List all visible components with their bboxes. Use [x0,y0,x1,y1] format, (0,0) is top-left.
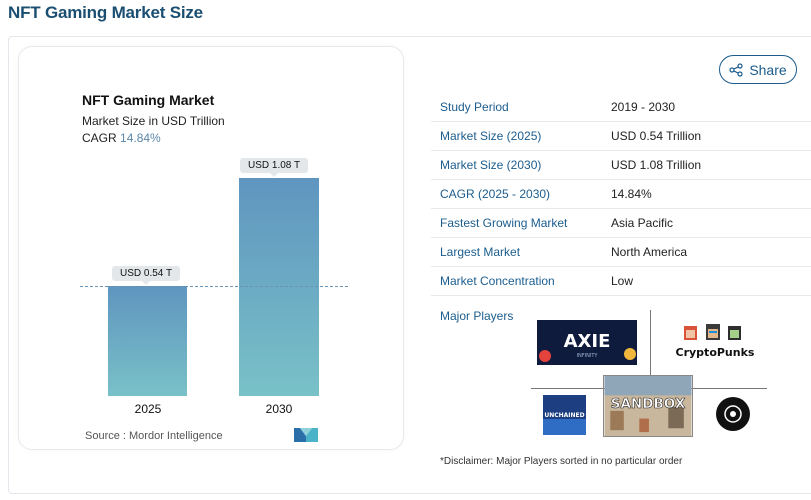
reference-dashed-line [80,286,348,287]
chart-source: Source : Mordor Intelligence [85,430,223,442]
unchained-logo: UNCHAINED [543,395,586,435]
svg-text:UNCHAINED: UNCHAINED [544,412,584,419]
cryptopunks-logo: CryptoPunks [676,324,755,359]
share-icon [729,62,743,77]
major-players-label: Major Players [440,309,514,323]
row-value: North America [611,245,688,259]
game-studio-logo [716,397,750,431]
data-label-2030: USD 1.08 T [240,158,309,177]
share-button[interactable]: Share [719,55,797,84]
row-key: Study Period [440,100,509,114]
svg-text:SANDBOX: SANDBOX [611,396,686,412]
bar-2030 [239,178,319,396]
players-disclaimer: *Disclaimer: Major Players sorted in no … [440,456,683,467]
x-tick-2030: 2030 [265,402,293,416]
page-title: NFT Gaming Market Size [8,3,203,22]
players-divider-vertical [650,310,651,436]
row-value: 14.84% [611,187,652,201]
chart-title: NFT Gaming Market [82,92,215,108]
row-value: Low [611,274,634,288]
table-row: Market Size (2030) USD 1.08 Trillion [431,151,811,180]
the-sandbox-logo: SANDBOX [603,375,693,437]
row-value: Asia Pacific [611,216,674,230]
chart-card [18,46,404,450]
row-key: Largest Market [440,245,521,259]
chart-cagr: CAGR 14.84% [82,131,161,145]
svg-text:AXIE: AXIE [564,331,611,352]
table-row: CAGR (2025 - 2030) 14.84% [431,180,811,209]
table-row: Study Period 2019 - 2030 [431,93,811,122]
table-row: Market Concentration Low [431,267,811,296]
chart-subtitle: Market Size in USD Trillion [82,114,225,128]
share-label: Share [749,61,787,78]
table-row: Largest Market North America [431,238,811,267]
row-key: CAGR (2025 - 2030) [440,187,551,201]
row-key: Market Size (2025) [440,129,542,143]
row-value: USD 1.08 Trillion [611,158,702,172]
cagr-label: CAGR [82,131,117,145]
mordor-logo-icon [294,428,318,442]
row-value: USD 0.54 Trillion [611,129,702,143]
table-row: Market Size (2025) USD 0.54 Trillion [431,122,811,151]
row-value: 2019 - 2030 [611,100,676,114]
cagr-value: 14.84% [120,131,161,145]
axie-infinity-logo: AXIE INFINITY [537,320,637,365]
svg-text:INFINITY: INFINITY [577,353,599,359]
table-row: Fastest Growing Market Asia Pacific [431,209,811,238]
row-key: Market Concentration [440,274,555,288]
svg-text:CryptoPunks: CryptoPunks [676,346,755,359]
row-key: Fastest Growing Market [440,216,568,230]
data-label-2025: USD 0.54 T [112,266,181,285]
row-key: Market Size (2030) [440,158,542,172]
bar-2025 [108,286,187,396]
x-tick-2025: 2025 [134,402,162,416]
market-info-table: Study Period 2019 - 2030 Market Size (20… [431,93,811,296]
